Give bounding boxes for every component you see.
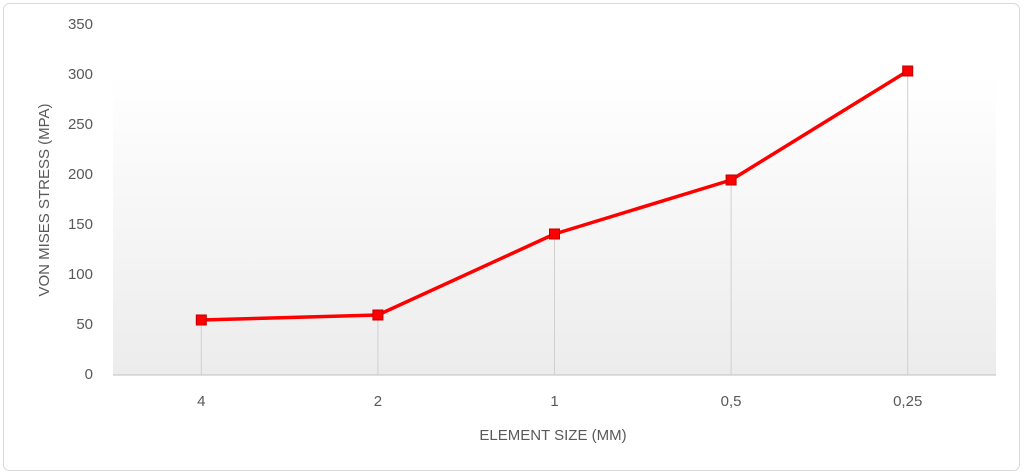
data-marker <box>725 174 737 186</box>
x-tick-label: 4 <box>197 393 205 410</box>
y-tick-label: 50 <box>76 316 93 333</box>
data-marker <box>195 314 207 326</box>
y-tick-label: 250 <box>68 116 93 133</box>
x-tick-label: 0,5 <box>721 393 742 410</box>
y-tick-label: 300 <box>68 66 93 83</box>
x-axis-title: ELEMENT SIZE (MM) <box>479 427 626 444</box>
x-tick-label: 1 <box>550 393 558 410</box>
data-marker <box>902 65 914 77</box>
y-axis-title: VON MISES STRESS (MPA) <box>36 103 53 296</box>
y-tick-label: 100 <box>68 266 93 283</box>
y-tick-label: 200 <box>68 166 93 183</box>
y-tick-label: 350 <box>68 16 93 33</box>
y-tick-label: 150 <box>68 216 93 233</box>
x-tick-label: 0,25 <box>893 393 922 410</box>
y-tick-label: 0 <box>85 366 93 383</box>
data-marker <box>549 228 560 240</box>
x-tick-label: 2 <box>374 393 382 410</box>
data-marker <box>372 309 384 321</box>
